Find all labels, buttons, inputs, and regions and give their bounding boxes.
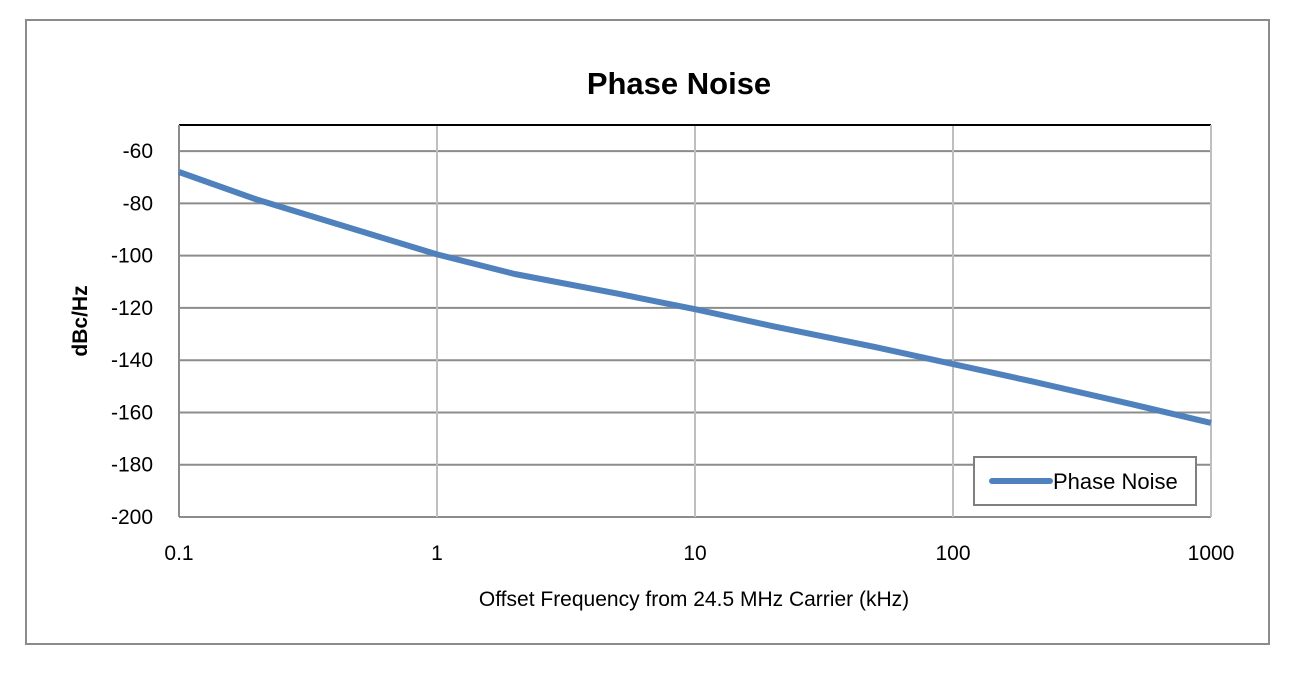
- chart-frame: [25, 19, 1270, 645]
- y-tick-label: -200: [111, 506, 153, 529]
- legend: Phase Noise: [973, 456, 1197, 506]
- y-tick-label: -180: [111, 454, 153, 477]
- legend-label: Phase Noise: [1053, 469, 1178, 494]
- legend-box: [973, 456, 1197, 506]
- x-tick-label: 0.1: [164, 542, 193, 565]
- y-tick-label: -100: [111, 245, 153, 268]
- y-tick-label: -160: [111, 401, 153, 424]
- x-tick-labels: 0.1 1 10 100 1000: [164, 542, 1234, 565]
- x-axis-label: Offset Frequency from 24.5 MHz Carrier (…: [479, 588, 909, 611]
- y-tick-label: -140: [111, 349, 153, 372]
- y-tick-label: -60: [123, 140, 153, 163]
- y-tick-labels: -60 -80 -100 -120 -140 -160 -180 -200: [111, 140, 153, 529]
- chart-title: Phase Noise: [587, 66, 771, 101]
- series-layer: [177, 169, 1212, 426]
- x-tick-label: 10: [683, 542, 706, 565]
- x-tick-label: 100: [935, 542, 970, 565]
- x-tick-label: 1000: [1188, 542, 1235, 565]
- x-tick-label: 1: [431, 542, 443, 565]
- y-tick-label: -80: [123, 192, 153, 215]
- series-line-phase-noise: [177, 169, 1212, 426]
- y-axis-label: dBc/Hz: [69, 285, 92, 356]
- y-tick-label: -120: [111, 297, 153, 320]
